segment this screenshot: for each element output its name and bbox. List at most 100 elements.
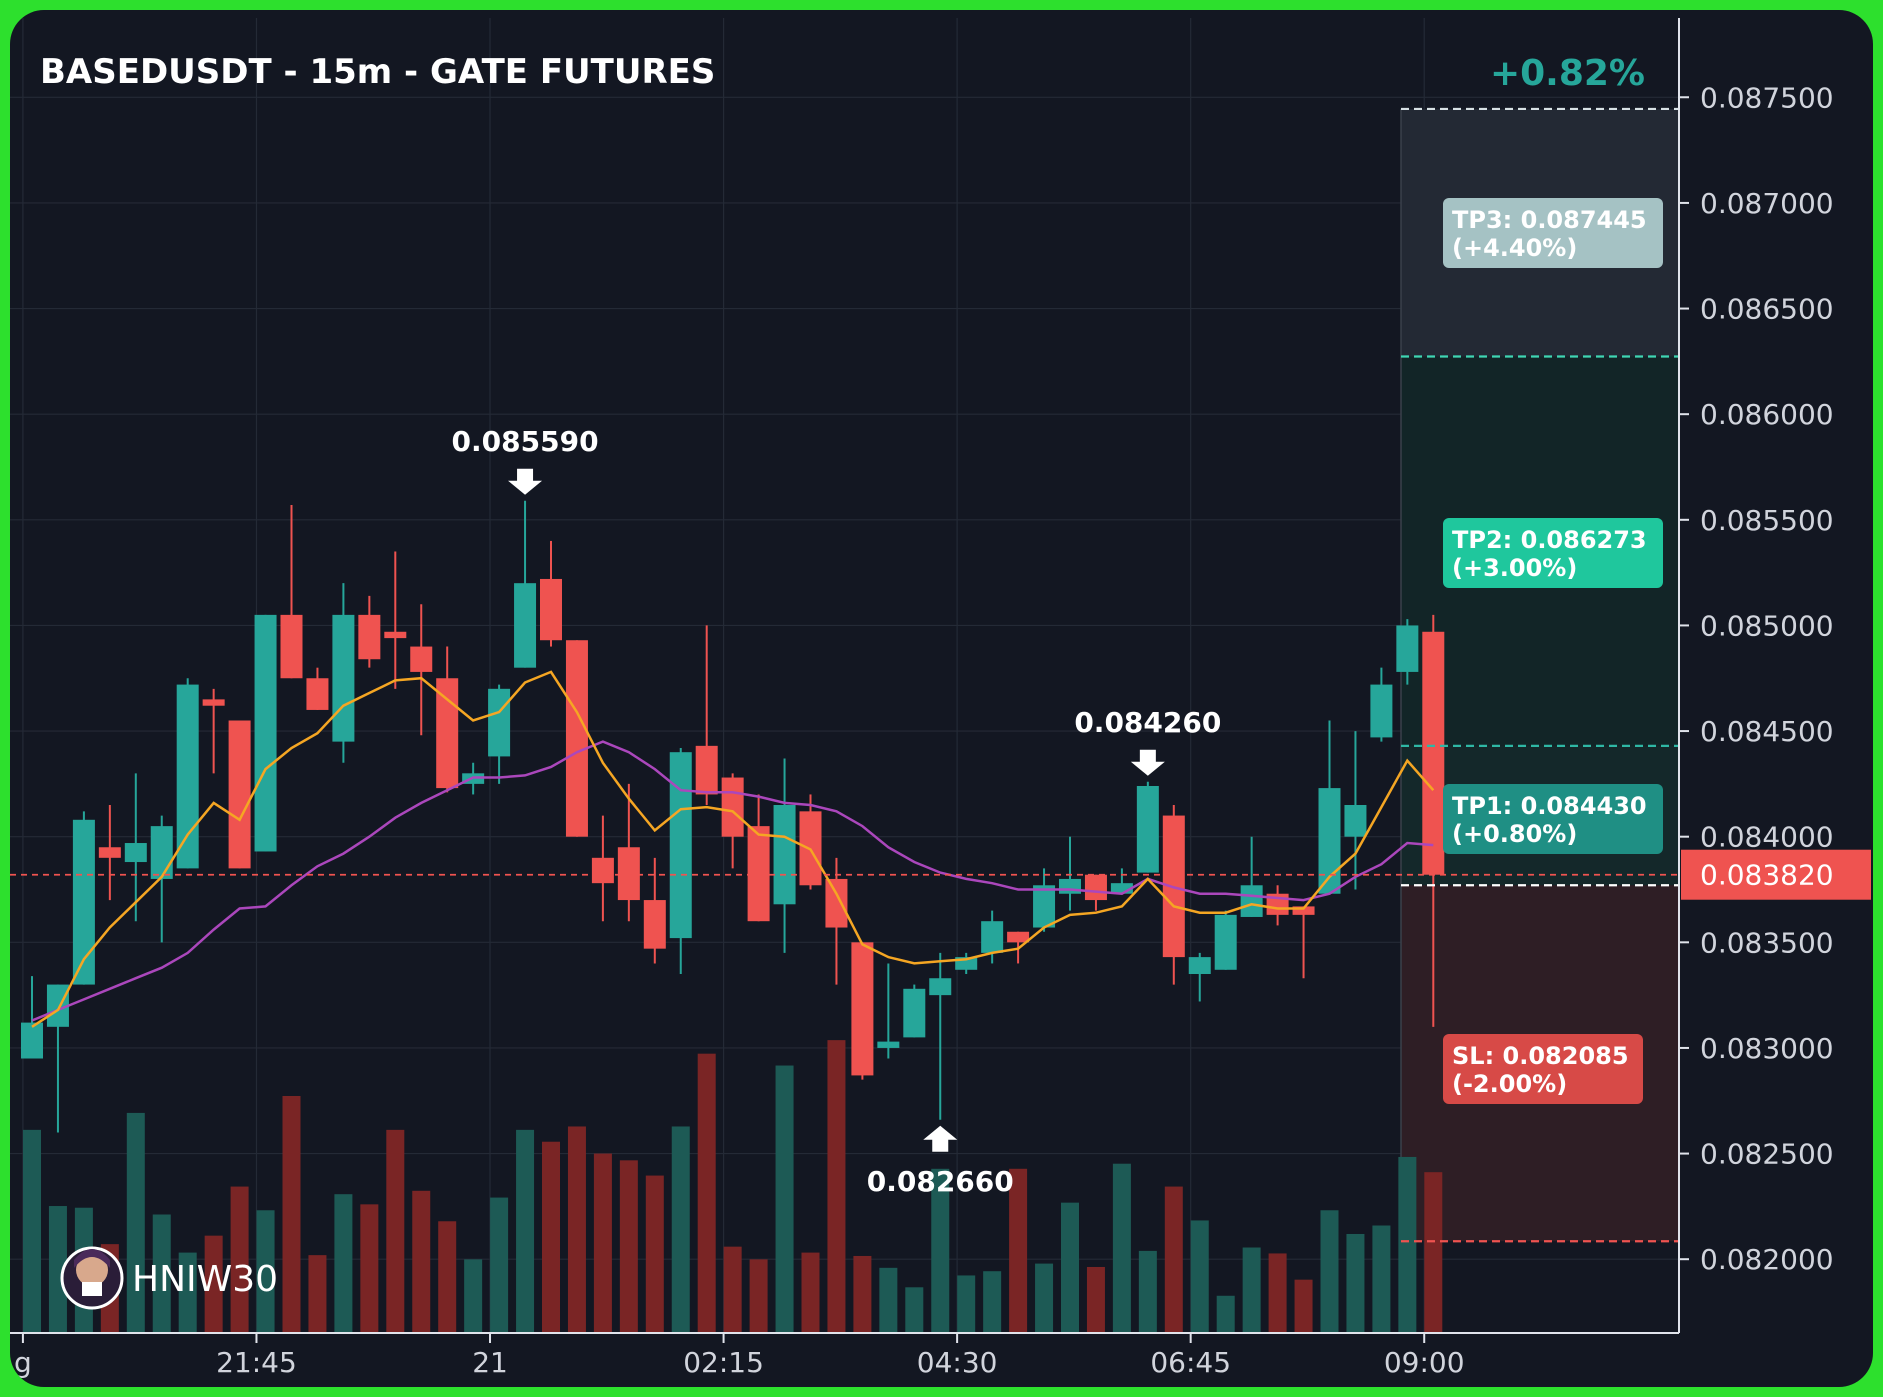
price-axis: 0.082000 0.082500 0.083000 0.083500 0.084000… xyxy=(1678,18,1871,1333)
tp2-label-box: TP2: 0.086273(+3.00%) xyxy=(1443,518,1663,588)
candle-body xyxy=(124,843,147,863)
candle-body xyxy=(1370,684,1393,738)
sl-label-box: SL: 0.082085(-2.00%) xyxy=(1443,1034,1643,1104)
price-tick-label: 0.085500 xyxy=(1700,504,1834,537)
volume-bar xyxy=(957,1275,976,1333)
up-arrow-icon xyxy=(923,1125,958,1152)
volume-bar xyxy=(542,1141,560,1333)
label-box-bg xyxy=(1443,518,1663,588)
label-box-subtitle: (-2.00%) xyxy=(1452,1070,1567,1098)
down-arrow-icon xyxy=(508,468,543,495)
candle-body xyxy=(46,984,69,1027)
candle-body xyxy=(695,745,718,795)
time-tick-label: 02:15 xyxy=(683,1346,764,1379)
price-tick-label: 0.087500 xyxy=(1700,81,1834,114)
candle-body xyxy=(332,614,355,742)
price-tick-label: 0.083500 xyxy=(1700,926,1834,959)
volume-bar xyxy=(178,1252,197,1333)
volume-bar xyxy=(1346,1233,1365,1333)
label-box-subtitle: (+3.00%) xyxy=(1452,554,1577,582)
candle-body xyxy=(202,699,225,706)
candle-body xyxy=(903,988,926,1038)
time-tick-label: g xyxy=(14,1346,32,1379)
time-tick-label: 04:30 xyxy=(917,1346,998,1379)
volume-bar xyxy=(619,1160,638,1333)
candle-body xyxy=(98,847,121,858)
price-tick-label: 0.084500 xyxy=(1700,715,1834,748)
time-tick-label: 06:45 xyxy=(1150,1346,1231,1379)
brand-name: HNIW30 xyxy=(132,1259,278,1300)
volume-bar xyxy=(749,1259,768,1333)
volume-bar xyxy=(1086,1266,1105,1333)
price-tick-label: 0.082000 xyxy=(1700,1243,1834,1276)
candle-body xyxy=(565,640,588,837)
candle-body xyxy=(228,720,251,869)
candle-body xyxy=(1136,785,1159,873)
candle-body xyxy=(929,978,952,996)
avatar xyxy=(60,1246,124,1310)
label-box-subtitle: (+0.80%) xyxy=(1452,820,1577,848)
candle-body xyxy=(851,942,874,1076)
volume-bar xyxy=(334,1194,353,1333)
candle-body xyxy=(306,678,329,710)
volume-bar xyxy=(126,1112,145,1333)
volume-bar xyxy=(567,1126,586,1333)
label-box-title: TP2: 0.086273 xyxy=(1452,526,1647,554)
volume-bar xyxy=(1424,1172,1443,1333)
volume-bar xyxy=(490,1197,509,1333)
candle-body xyxy=(669,752,692,939)
chart-frame: 0.085590 0.084260 0.082660 TP3: 0.087445 (+… xyxy=(10,10,1873,1387)
candle-body xyxy=(773,805,796,905)
candle-body xyxy=(1240,885,1263,917)
candle-body xyxy=(1318,788,1341,894)
candle-body xyxy=(617,847,640,901)
ema-slow-line xyxy=(31,740,1434,1022)
candle-body xyxy=(384,631,407,639)
volume-bar xyxy=(671,1126,690,1333)
tp1-label-box: TP1: 0.084430(+0.80%) xyxy=(1443,784,1663,854)
volume-bar xyxy=(152,1214,171,1333)
volume-bar xyxy=(464,1259,483,1333)
volume-bar xyxy=(1035,1263,1054,1333)
label-box-bg xyxy=(1443,198,1663,268)
change-percent: +0.82% xyxy=(1490,53,1645,94)
tp3-label-box: TP3: 0.087445(+4.40%) xyxy=(1443,198,1663,268)
candle-body xyxy=(1188,957,1211,975)
volume-bar xyxy=(438,1221,457,1333)
candle-body xyxy=(1344,805,1367,837)
label-box-title: SL: 0.082085 xyxy=(1452,1042,1629,1070)
volume-bar xyxy=(931,1168,950,1333)
price-tick-label: 0.085000 xyxy=(1700,609,1834,642)
candle-body xyxy=(436,678,459,789)
price-annotation: 0.084260 xyxy=(1074,706,1221,739)
candle-body xyxy=(176,684,199,869)
ema-fast-line xyxy=(31,670,1435,1028)
candle-body xyxy=(643,900,666,949)
volume-bar xyxy=(1398,1156,1417,1333)
volume-bar xyxy=(801,1252,820,1333)
candle-body xyxy=(1007,931,1030,943)
current-price-tag: 0.083820 xyxy=(1681,849,1871,900)
volume-bar xyxy=(360,1204,379,1333)
volume-bar xyxy=(1138,1250,1157,1333)
volume-bar xyxy=(1320,1210,1339,1333)
volume-bar xyxy=(645,1175,664,1333)
volume-bar xyxy=(983,1271,1002,1333)
candle-body xyxy=(21,1022,43,1059)
label-box-subtitle: (+4.40%) xyxy=(1452,234,1577,262)
volume-bar xyxy=(23,1129,41,1333)
candle-body xyxy=(981,921,1004,953)
candle-body xyxy=(1292,906,1315,915)
brand-watermark: HNIW30 xyxy=(60,1246,278,1310)
volume-bar xyxy=(827,1040,846,1333)
level-lines xyxy=(10,107,1679,1243)
chart-title: BASEDUSDT - 15m - GATE FUTURES xyxy=(40,52,715,92)
target-boxes: TP3: 0.087445(+4.40%) TP2: 0.086273(+3.00… xyxy=(1443,198,1663,1104)
candle-body xyxy=(1110,883,1133,894)
volume-bar xyxy=(1190,1220,1209,1333)
candle-body xyxy=(877,1041,900,1048)
volume-bar xyxy=(723,1246,742,1333)
candles[interactable] xyxy=(21,500,1445,1133)
volume-bar xyxy=(256,1210,275,1333)
